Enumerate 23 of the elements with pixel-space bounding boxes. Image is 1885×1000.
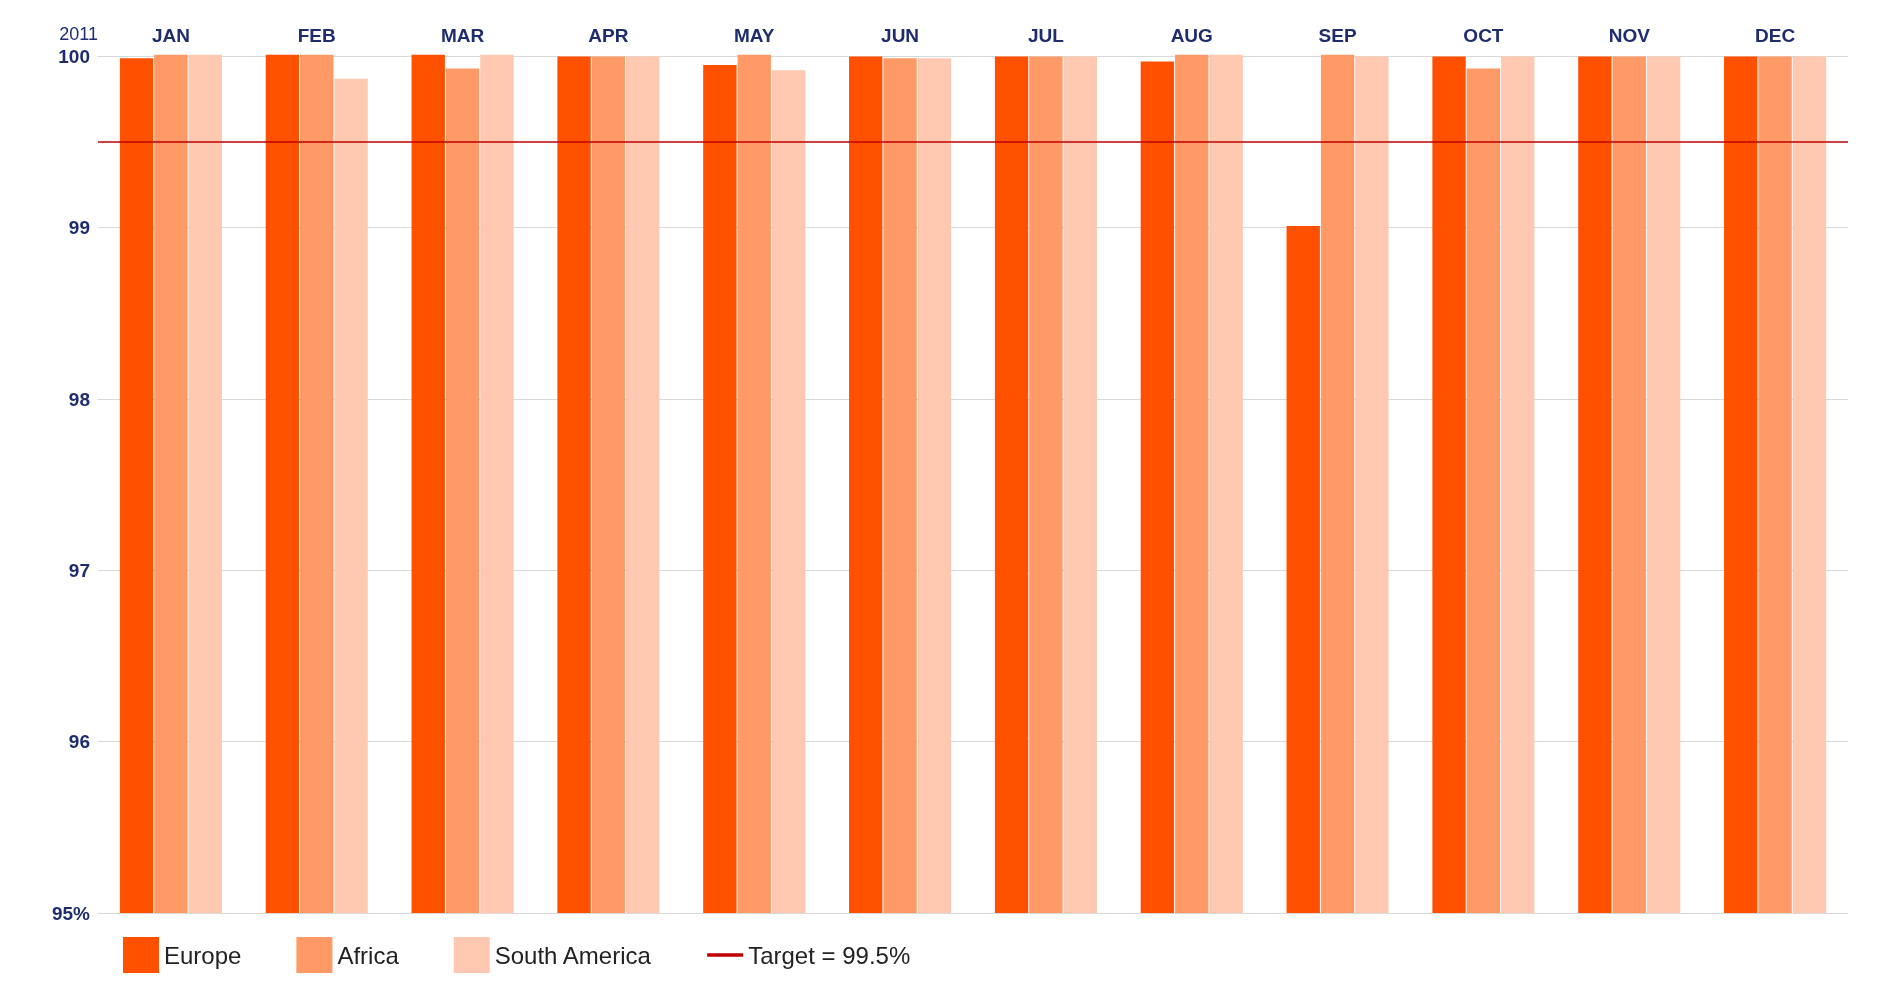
x-tick-label: NOV [1608, 25, 1651, 46]
y-axis-title: 2011 [59, 24, 98, 44]
y-tick-label: 95% [51, 902, 91, 924]
y-tick-label: 98 [68, 388, 90, 410]
x-tick-label: AUG [1170, 25, 1213, 46]
x-tick-label: MAR [440, 25, 485, 46]
legend-label: South America [494, 941, 652, 969]
y-tick-label: 97 [68, 559, 90, 581]
x-tick-label: FEB [297, 25, 336, 46]
legend-label: Africa [337, 941, 400, 969]
x-tick-label: SEP [1318, 25, 1357, 46]
x-tick-label: DEC [1755, 25, 1796, 46]
legend-label: Target = 99.5% [748, 941, 911, 969]
x-tick-label: OCT [1463, 25, 1504, 46]
x-tick-label: APR [588, 25, 629, 46]
x-tick-label: JUL [1027, 25, 1065, 46]
x-tick-label: MAY [734, 25, 775, 46]
y-tick-label: 96 [68, 731, 90, 753]
y-tick-label: 99 [68, 217, 90, 239]
x-tick-label: JUN [881, 25, 920, 46]
x-tick-label: JAN [151, 25, 190, 46]
legend-label: Europe [164, 941, 242, 969]
y-tick-label: 100 [58, 45, 90, 67]
